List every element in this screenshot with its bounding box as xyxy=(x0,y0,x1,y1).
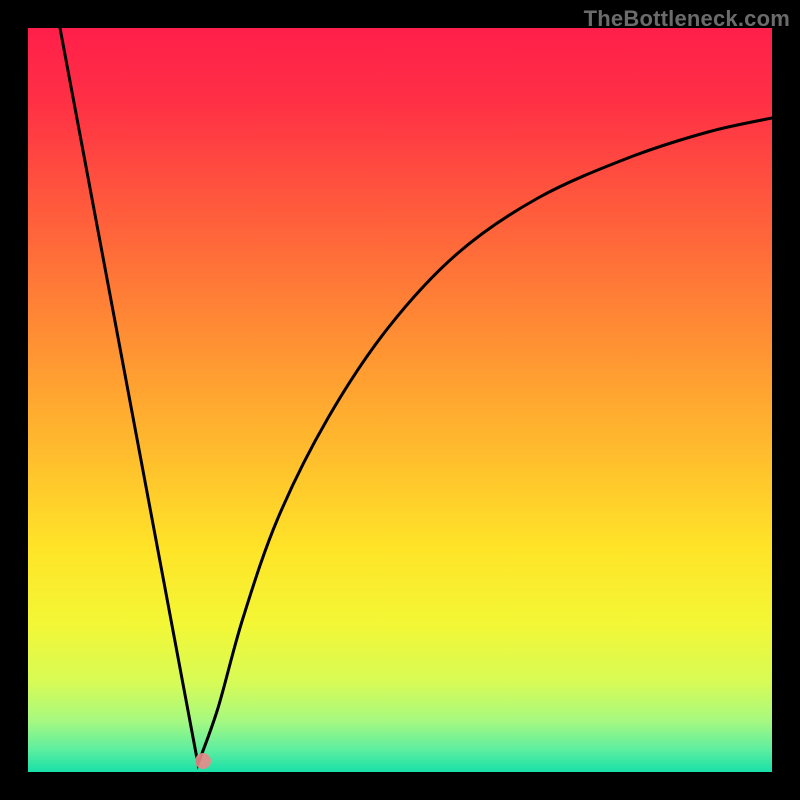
optimum-marker xyxy=(195,753,211,769)
plot-background xyxy=(28,28,772,772)
chart-frame: TheBottleneck.com xyxy=(0,0,800,800)
bottleneck-chart xyxy=(28,28,772,772)
